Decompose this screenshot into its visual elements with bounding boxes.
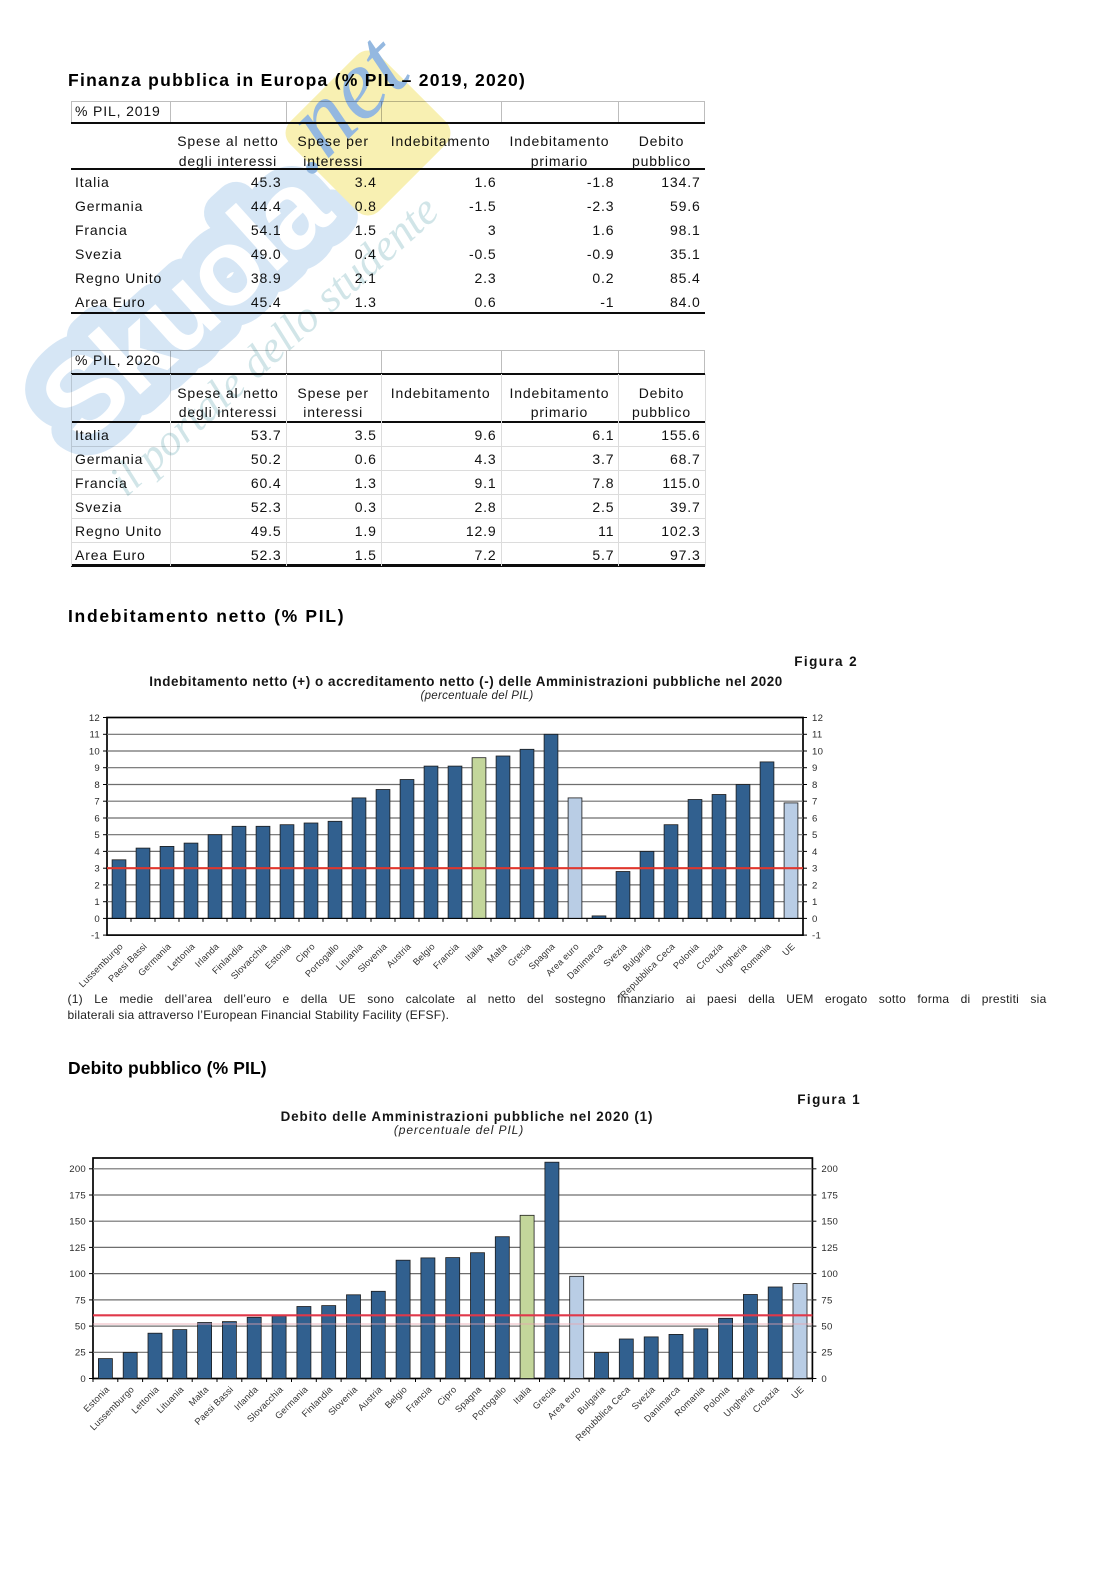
svg-text:Lituania: Lituania xyxy=(155,1384,186,1415)
svg-text:4: 4 xyxy=(94,847,100,858)
svg-text:Indebitamento netto (+) o accr: Indebitamento netto (+) o accreditamento… xyxy=(149,674,783,689)
svg-text:8: 8 xyxy=(812,780,818,791)
svg-text:Cipro: Cipro xyxy=(435,1384,458,1407)
svg-text:UE: UE xyxy=(781,941,797,957)
svg-text:150: 150 xyxy=(69,1217,86,1228)
svg-text:11: 11 xyxy=(812,730,822,741)
svg-text:5: 5 xyxy=(812,830,818,841)
svg-text:100: 100 xyxy=(69,1269,86,1280)
svg-text:-1: -1 xyxy=(91,931,100,942)
svg-text:4: 4 xyxy=(812,847,818,858)
svg-text:Croazia: Croazia xyxy=(751,1384,782,1415)
svg-text:12: 12 xyxy=(812,713,823,724)
svg-text:5: 5 xyxy=(94,830,100,841)
svg-text:(percentuale del PIL): (percentuale del PIL) xyxy=(420,690,533,702)
svg-text:9: 9 xyxy=(812,763,818,774)
svg-text:Debito delle Amministrazioni p: Debito delle Amministrazioni pubbliche n… xyxy=(281,1109,654,1124)
svg-text:Francia: Francia xyxy=(431,941,461,971)
svg-text:10: 10 xyxy=(89,746,100,757)
svg-text:11: 11 xyxy=(90,730,100,741)
svg-text:-1: -1 xyxy=(812,931,821,942)
svg-text:125: 125 xyxy=(821,1243,838,1254)
svg-text:6: 6 xyxy=(812,813,818,824)
svg-text:75: 75 xyxy=(821,1295,832,1306)
svg-text:2: 2 xyxy=(812,880,818,891)
svg-text:175: 175 xyxy=(821,1190,838,1201)
svg-text:200: 200 xyxy=(821,1164,838,1175)
svg-text:100: 100 xyxy=(821,1269,838,1280)
svg-text:75: 75 xyxy=(75,1295,86,1306)
svg-text:125: 125 xyxy=(69,1243,86,1254)
svg-text:25: 25 xyxy=(821,1348,832,1359)
svg-text:Austria: Austria xyxy=(356,1384,385,1413)
svg-text:Italia: Italia xyxy=(511,1384,533,1406)
svg-text:150: 150 xyxy=(821,1217,838,1228)
svg-text:12: 12 xyxy=(89,713,100,724)
svg-text:0: 0 xyxy=(94,914,100,925)
svg-text:200: 200 xyxy=(69,1164,86,1175)
svg-text:2: 2 xyxy=(94,880,100,891)
svg-text:Austria: Austria xyxy=(385,941,414,970)
svg-text:175: 175 xyxy=(69,1190,86,1201)
svg-text:Figura 2: Figura 2 xyxy=(794,654,858,669)
svg-text:7: 7 xyxy=(812,797,818,808)
svg-text:1: 1 xyxy=(94,897,100,908)
svg-text:3: 3 xyxy=(812,864,818,875)
svg-text:0: 0 xyxy=(80,1374,86,1385)
svg-text:8: 8 xyxy=(94,780,100,791)
svg-text:9: 9 xyxy=(94,763,100,774)
svg-text:0: 0 xyxy=(812,914,818,925)
svg-text:Francia: Francia xyxy=(404,1384,434,1414)
svg-text:50: 50 xyxy=(821,1322,832,1333)
svg-text:3: 3 xyxy=(94,864,100,875)
svg-text:Figura 1: Figura 1 xyxy=(797,1092,861,1107)
svg-text:1: 1 xyxy=(812,897,818,908)
svg-text:Italia: Italia xyxy=(463,941,485,963)
svg-text:6: 6 xyxy=(94,813,100,824)
svg-text:0: 0 xyxy=(821,1374,827,1385)
svg-text:Lettonia: Lettonia xyxy=(166,941,198,973)
svg-text:UE: UE xyxy=(790,1384,806,1400)
svg-text:Estonia: Estonia xyxy=(263,941,293,971)
svg-text:(percentuale del PIL): (percentuale del PIL) xyxy=(394,1123,524,1137)
svg-text:50: 50 xyxy=(75,1322,86,1333)
svg-text:25: 25 xyxy=(75,1348,86,1359)
svg-text:7: 7 xyxy=(94,797,100,808)
svg-text:10: 10 xyxy=(812,746,823,757)
